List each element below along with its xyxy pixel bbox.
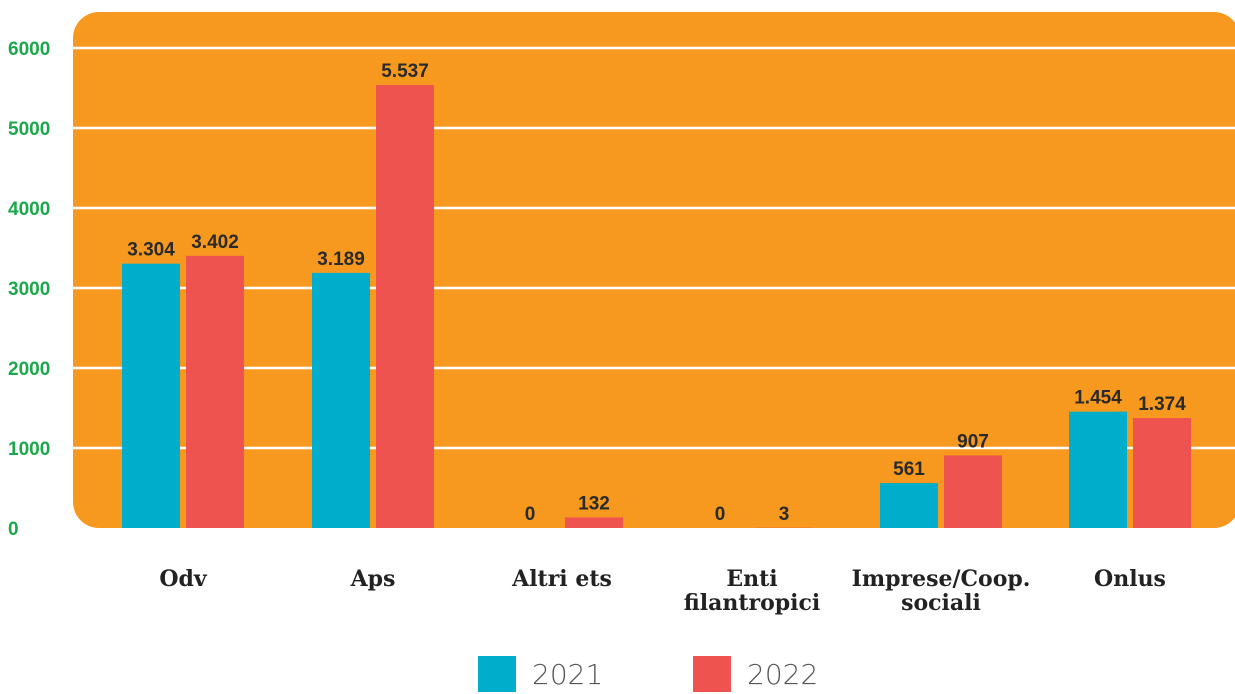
legend: 2021 2022 [0, 656, 1235, 692]
y-tick-label: 0 [8, 519, 19, 540]
data-label-2021: 3.304 [127, 240, 175, 261]
data-label-2021: 0 [715, 504, 726, 525]
data-label-2021: 0 [525, 504, 536, 525]
plot-background [73, 12, 1235, 528]
x-tick-label: Imprese/Coop. [852, 566, 1031, 592]
data-label-2022: 132 [578, 493, 610, 514]
bar-2021 [1069, 411, 1127, 528]
data-label-2022: 907 [957, 431, 989, 452]
x-tick-label: Odv [159, 566, 208, 592]
legend-label-2022: 2022 [747, 657, 819, 691]
y-tick-label: 2000 [8, 359, 50, 380]
bar-2021 [880, 483, 938, 528]
data-label-2021: 1.454 [1074, 388, 1122, 409]
bar-2022 [565, 517, 623, 528]
y-tick-label: 5000 [8, 119, 50, 140]
data-label-2021: 561 [893, 459, 925, 480]
legend-item-2021: 2021 [478, 656, 603, 692]
legend-label-2021: 2021 [532, 657, 604, 691]
x-tick-label: sociali [901, 590, 981, 616]
bar-2021 [312, 272, 370, 528]
x-tick-label: Aps [350, 566, 396, 592]
x-tick-label: Altri ets [511, 566, 612, 592]
bar-2021 [122, 263, 180, 528]
data-label-2022: 5.537 [381, 61, 429, 82]
bar-2022 [376, 85, 434, 528]
y-tick-label: 1000 [8, 439, 50, 460]
data-label-2022: 3.402 [191, 232, 239, 253]
bar-2022 [1133, 418, 1191, 528]
data-label-2022: 3 [779, 504, 790, 525]
bar-chart: 0 1000 2000 3000 4000 5000 6000 3.304 3.402 Odv 3.… [8, 12, 1235, 616]
x-tick-label: Enti [726, 566, 777, 592]
legend-item-2022: 2022 [693, 656, 818, 692]
bar-2022 [186, 255, 244, 528]
x-tick-label: filantropici [684, 590, 821, 616]
legend-swatch-2021 [478, 656, 516, 692]
y-tick-label: 3000 [8, 279, 50, 300]
data-label-2021: 3.189 [317, 249, 365, 270]
data-label-2022: 1.374 [1138, 394, 1186, 415]
bar-2022 [944, 455, 1002, 528]
legend-swatch-2022 [693, 656, 731, 692]
y-tick-label: 4000 [8, 199, 50, 220]
x-tick-label: Onlus [1094, 566, 1166, 592]
y-tick-label: 6000 [8, 39, 50, 60]
